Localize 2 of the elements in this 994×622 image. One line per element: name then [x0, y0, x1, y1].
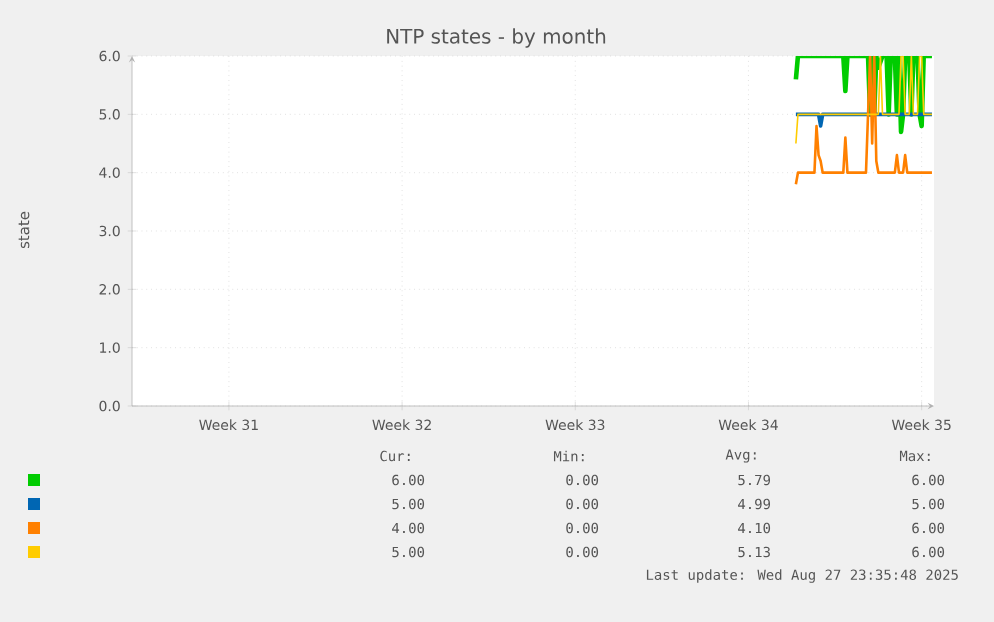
line-series [794, 56, 934, 186]
chart-title: NTP states - by month [387, 28, 606, 48]
